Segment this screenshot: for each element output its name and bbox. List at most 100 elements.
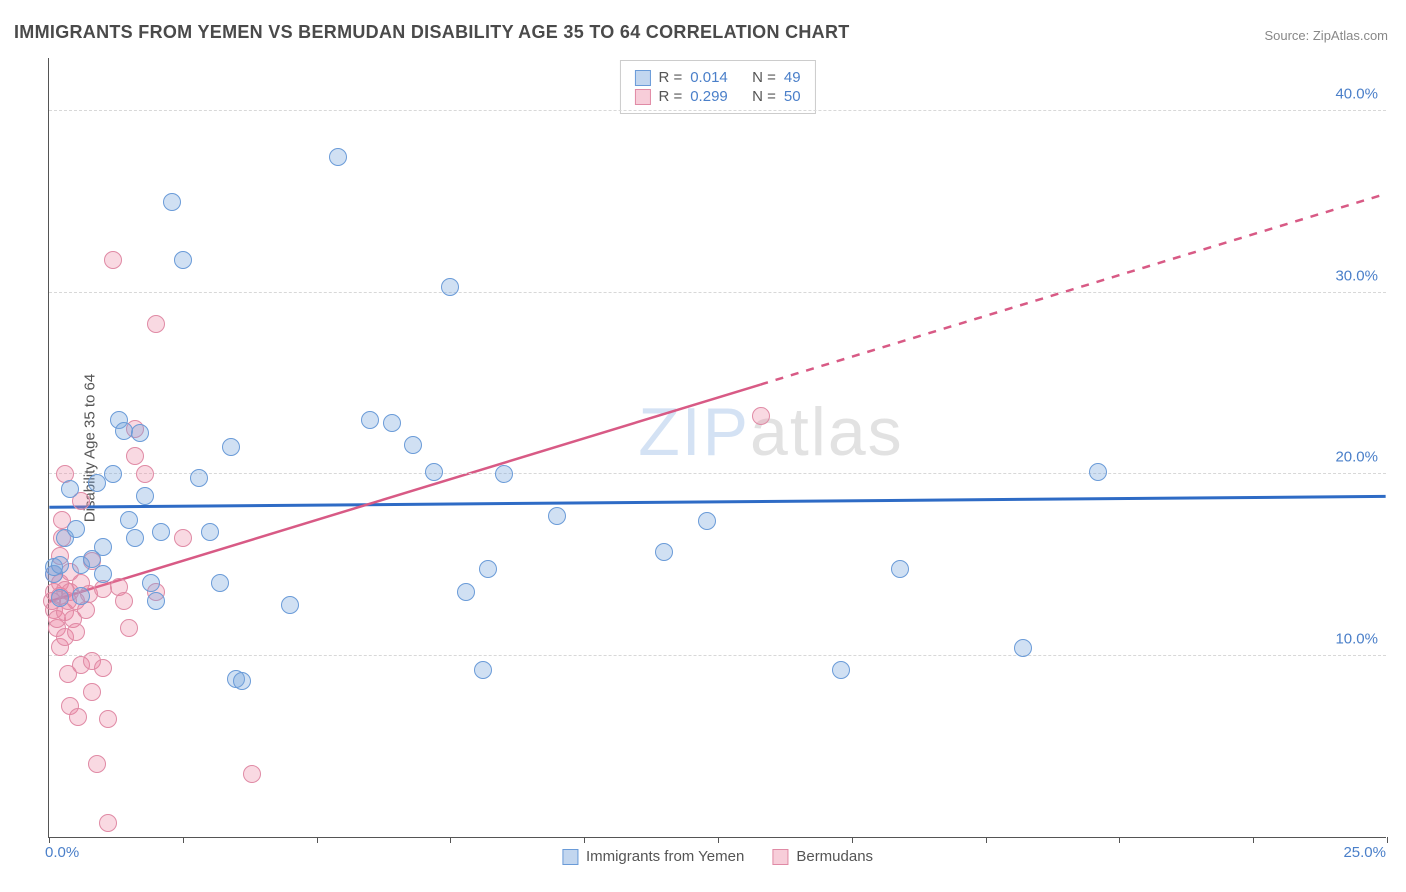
stats-r-value-pink: 0.299 [690, 88, 728, 105]
data-point [67, 623, 85, 641]
data-point [61, 480, 79, 498]
data-point [891, 560, 909, 578]
gridline [49, 292, 1386, 293]
trendline-pink-solid [49, 385, 760, 602]
y-tick-label: 10.0% [1335, 630, 1378, 647]
trendline-pink-dashed [760, 194, 1385, 385]
gridline [49, 473, 1386, 474]
data-point [104, 465, 122, 483]
data-point [104, 251, 122, 269]
data-point [72, 587, 90, 605]
data-point [243, 765, 261, 783]
y-tick-label: 30.0% [1335, 267, 1378, 284]
data-point [222, 438, 240, 456]
data-point [69, 708, 87, 726]
square-icon [634, 70, 650, 86]
data-point [752, 407, 770, 425]
trendlines-svg [49, 58, 1386, 837]
data-point [126, 529, 144, 547]
data-point [147, 592, 165, 610]
square-icon [562, 849, 578, 865]
data-point [88, 755, 106, 773]
source-attribution: Source: ZipAtlas.com [1264, 28, 1388, 43]
stats-r-label: R = [658, 88, 682, 105]
data-point [1089, 463, 1107, 481]
gridline [49, 110, 1386, 111]
x-tick-mark [1387, 837, 1388, 843]
stats-r-label: R = [658, 69, 682, 86]
watermark-zip: ZIP [638, 394, 750, 470]
data-point [474, 661, 492, 679]
x-tick-mark [49, 837, 50, 843]
y-tick-label: 20.0% [1335, 449, 1378, 466]
data-point [152, 523, 170, 541]
data-point [457, 583, 475, 601]
watermark-atlas: atlas [750, 394, 904, 470]
watermark: ZIPatlas [638, 393, 903, 471]
data-point [832, 661, 850, 679]
plot-area: Disability Age 35 to 64 ZIPatlas R = 0.0… [48, 58, 1386, 838]
data-point [83, 683, 101, 701]
data-point [67, 520, 85, 538]
data-point [120, 619, 138, 637]
x-axis-min-label: 0.0% [45, 844, 79, 861]
data-point [698, 512, 716, 530]
data-point [99, 710, 117, 728]
gridline [49, 655, 1386, 656]
stats-n-value-blue: 49 [784, 69, 801, 86]
data-point [233, 672, 251, 690]
x-tick-mark [317, 837, 318, 843]
legend-item-pink: Bermudans [772, 848, 873, 865]
x-tick-mark [1253, 837, 1254, 843]
stats-r-value-blue: 0.014 [690, 69, 728, 86]
data-point [383, 414, 401, 432]
data-point [174, 251, 192, 269]
data-point [281, 596, 299, 614]
legend-label-pink: Bermudans [796, 848, 873, 865]
data-point [190, 469, 208, 487]
data-point [51, 589, 69, 607]
data-point [163, 193, 181, 211]
data-point [329, 148, 347, 166]
data-point [201, 523, 219, 541]
chart-title: IMMIGRANTS FROM YEMEN VS BERMUDAN DISABI… [14, 22, 850, 43]
x-tick-mark [986, 837, 987, 843]
data-point [211, 574, 229, 592]
data-point [548, 507, 566, 525]
square-icon [772, 849, 788, 865]
legend-item-blue: Immigrants from Yemen [562, 848, 744, 865]
stats-row-blue: R = 0.014 N = 49 [634, 69, 800, 86]
legend-bottom: Immigrants from Yemen Bermudans [562, 848, 873, 865]
data-point [479, 560, 497, 578]
data-point [51, 556, 69, 574]
data-point [495, 465, 513, 483]
data-point [425, 463, 443, 481]
chart-container: IMMIGRANTS FROM YEMEN VS BERMUDAN DISABI… [0, 0, 1406, 892]
data-point [142, 574, 160, 592]
data-point [115, 592, 133, 610]
x-tick-mark [852, 837, 853, 843]
data-point [94, 565, 112, 583]
stats-n-value-pink: 50 [784, 88, 801, 105]
x-tick-mark [584, 837, 585, 843]
trendline-blue [49, 496, 1385, 507]
data-point [404, 436, 422, 454]
square-icon [634, 89, 650, 105]
x-tick-mark [718, 837, 719, 843]
stats-row-pink: R = 0.299 N = 50 [634, 88, 800, 105]
data-point [88, 474, 106, 492]
data-point [94, 659, 112, 677]
data-point [174, 529, 192, 547]
x-tick-mark [183, 837, 184, 843]
data-point [126, 447, 144, 465]
data-point [361, 411, 379, 429]
data-point [655, 543, 673, 561]
data-point [136, 465, 154, 483]
x-axis-max-label: 25.0% [1343, 844, 1386, 861]
y-tick-label: 40.0% [1335, 86, 1378, 103]
data-point [1014, 639, 1032, 657]
stats-n-label: N = [752, 88, 776, 105]
stats-box: R = 0.014 N = 49 R = 0.299 N = 50 [619, 60, 815, 114]
legend-label-blue: Immigrants from Yemen [586, 848, 744, 865]
data-point [147, 315, 165, 333]
